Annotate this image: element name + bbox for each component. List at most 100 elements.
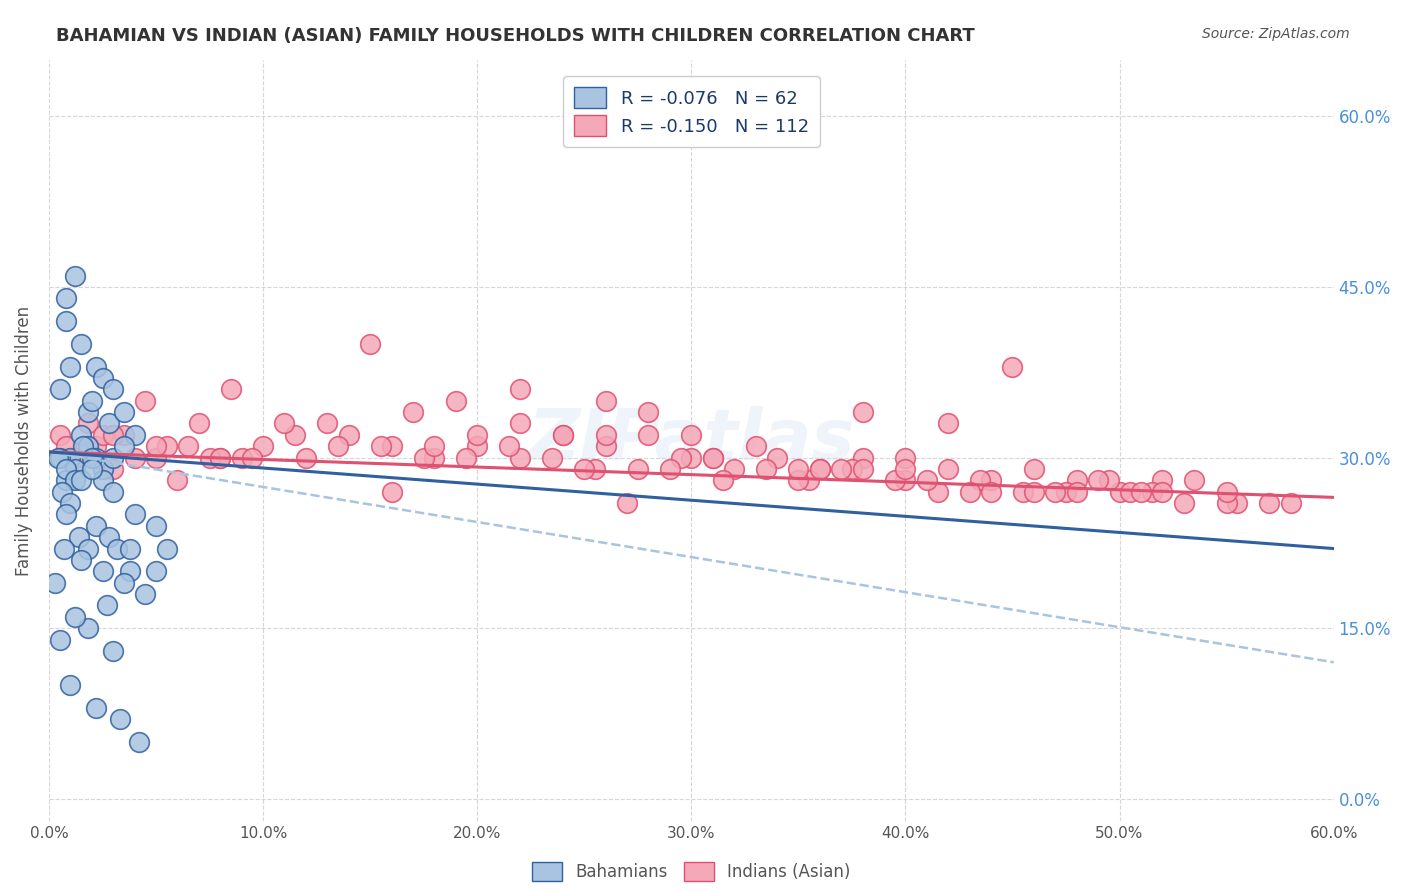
Point: [46, 450, 69, 465]
Point: [145, 439, 167, 453]
Point: [841, 462, 863, 476]
Point: [198, 450, 221, 465]
Point: [1066, 484, 1088, 499]
Point: [70, 337, 93, 351]
Point: [112, 439, 135, 453]
Point: [84, 439, 107, 453]
Point: [359, 337, 381, 351]
Point: [616, 496, 638, 510]
Point: [124, 450, 146, 465]
Point: [380, 439, 402, 453]
Point: [63, 268, 86, 283]
Point: [380, 484, 402, 499]
Point: [156, 439, 179, 453]
Point: [209, 450, 232, 465]
Point: [124, 427, 146, 442]
Point: [658, 462, 681, 476]
Point: [1129, 484, 1152, 499]
Point: [808, 462, 831, 476]
Point: [1258, 496, 1281, 510]
Point: [124, 508, 146, 522]
Point: [80, 462, 103, 476]
Point: [103, 427, 125, 442]
Point: [96, 599, 118, 613]
Point: [316, 417, 339, 431]
Point: [852, 462, 875, 476]
Point: [103, 484, 125, 499]
Point: [97, 530, 120, 544]
Point: [551, 427, 574, 442]
Point: [595, 427, 617, 442]
Point: [509, 383, 531, 397]
Point: [76, 541, 98, 556]
Point: [1012, 484, 1035, 499]
Point: [103, 462, 125, 476]
Point: [145, 518, 167, 533]
Point: [91, 473, 114, 487]
Point: [509, 417, 531, 431]
Point: [52, 541, 75, 556]
Point: [103, 383, 125, 397]
Text: ZIPatlas: ZIPatlas: [527, 406, 855, 475]
Point: [852, 405, 875, 419]
Point: [63, 450, 86, 465]
Point: [969, 473, 991, 487]
Point: [1184, 473, 1206, 487]
Point: [59, 678, 82, 692]
Point: [219, 383, 242, 397]
Point: [370, 439, 392, 453]
Point: [44, 575, 66, 590]
Point: [295, 450, 318, 465]
Point: [76, 439, 98, 453]
Point: [412, 450, 434, 465]
Point: [1022, 462, 1045, 476]
Point: [627, 462, 650, 476]
Point: [1152, 484, 1174, 499]
Point: [1119, 484, 1142, 499]
Point: [187, 417, 209, 431]
Point: [48, 383, 70, 397]
Legend: R = -0.076   N = 62, R = -0.150   N = 112: R = -0.076 N = 62, R = -0.150 N = 112: [562, 76, 820, 147]
Point: [55, 292, 77, 306]
Point: [63, 462, 86, 476]
Point: [936, 462, 959, 476]
Point: [702, 450, 724, 465]
Point: [108, 712, 131, 726]
Point: [242, 450, 264, 465]
Point: [980, 484, 1002, 499]
Point: [894, 473, 917, 487]
Point: [1108, 484, 1130, 499]
Point: [128, 735, 150, 749]
Point: [465, 439, 488, 453]
Point: [637, 405, 659, 419]
Point: [669, 450, 692, 465]
Point: [166, 473, 188, 487]
Point: [326, 439, 349, 453]
Point: [80, 450, 103, 465]
Point: [76, 405, 98, 419]
Point: [702, 450, 724, 465]
Point: [70, 473, 93, 487]
Point: [423, 450, 446, 465]
Point: [273, 417, 295, 431]
Point: [1140, 484, 1163, 499]
Point: [456, 450, 478, 465]
Point: [177, 439, 200, 453]
Point: [541, 450, 564, 465]
Point: [112, 427, 135, 442]
Point: [67, 530, 90, 544]
Point: [156, 541, 179, 556]
Point: [48, 450, 70, 465]
Point: [337, 427, 360, 442]
Point: [91, 462, 114, 476]
Point: [51, 484, 73, 499]
Point: [55, 314, 77, 328]
Point: [145, 450, 167, 465]
Point: [1098, 473, 1121, 487]
Point: [509, 450, 531, 465]
Point: [1215, 496, 1237, 510]
Point: [72, 439, 94, 453]
Point: [134, 393, 156, 408]
Point: [55, 508, 77, 522]
Point: [423, 439, 446, 453]
